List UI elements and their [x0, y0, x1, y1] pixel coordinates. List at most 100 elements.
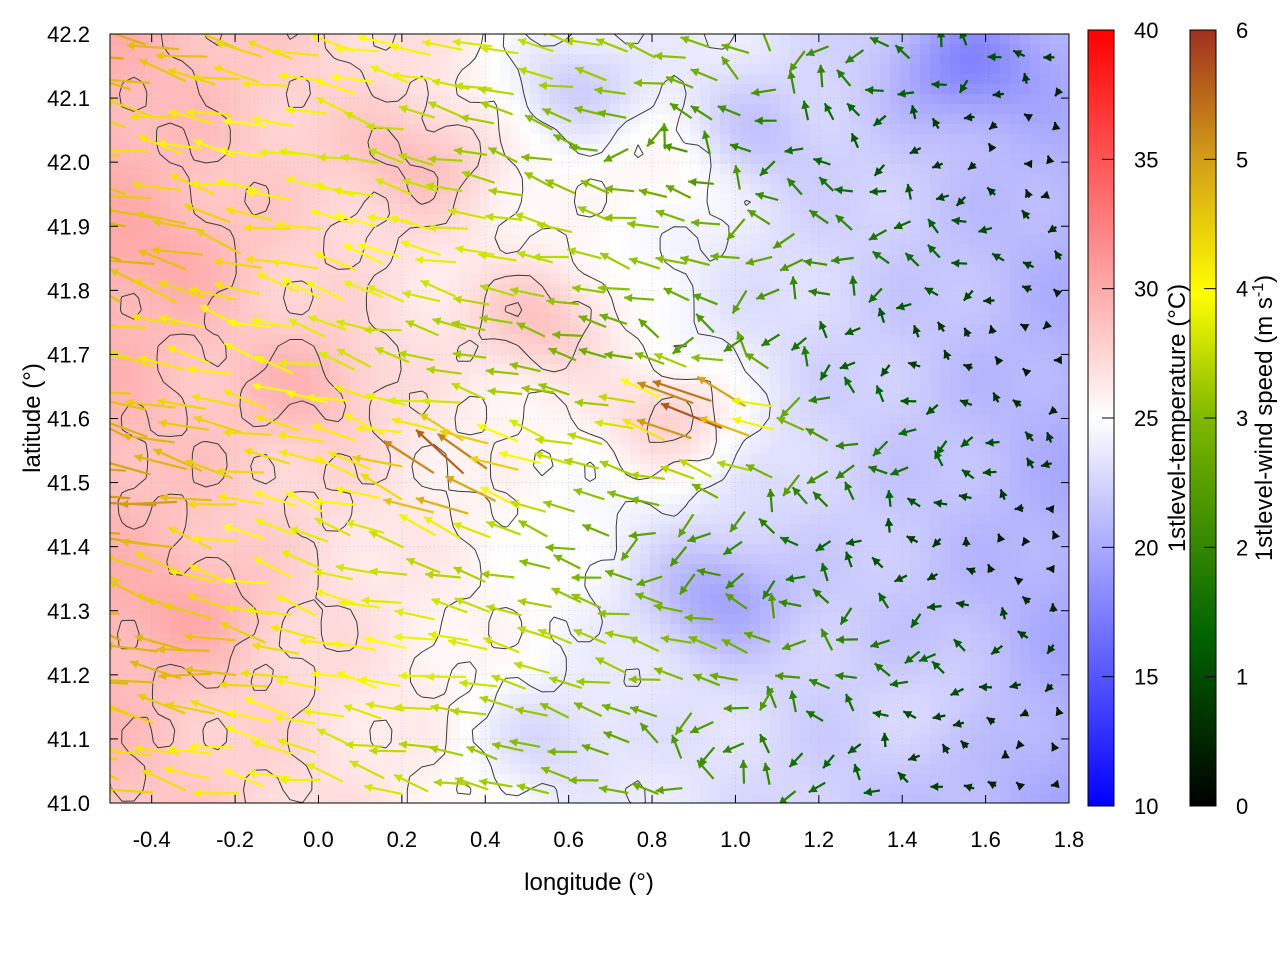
heatmap-cell: [640, 264, 651, 275]
heatmap-cell: [680, 524, 691, 535]
heatmap-cell: [540, 664, 551, 675]
heatmap-cell: [570, 674, 581, 685]
heatmap-cell: [160, 384, 171, 395]
heatmap-cell: [360, 514, 371, 525]
heatmap-cell: [540, 434, 551, 445]
heatmap-cell: [580, 414, 591, 425]
heatmap-cell: [500, 794, 511, 803]
heatmap-cell: [350, 304, 361, 315]
heatmap-cell: [460, 214, 471, 225]
heatmap-cell: [160, 544, 171, 555]
heatmap-cell: [150, 144, 161, 155]
heatmap-cell: [550, 764, 561, 775]
heatmap-cell: [460, 124, 471, 135]
heatmap-cell: [690, 74, 701, 85]
heatmap-cell: [260, 384, 271, 395]
heatmap-cell: [290, 434, 301, 445]
heatmap-cell: [590, 194, 601, 205]
heatmap-cell: [270, 474, 281, 485]
heatmap-cell: [570, 294, 581, 305]
heatmap-cell: [360, 774, 371, 785]
heatmap-cell: [560, 524, 571, 535]
heatmap-cell: [510, 444, 521, 455]
heatmap-cell: [360, 264, 371, 275]
heatmap-cell: [740, 634, 751, 645]
heatmap-cell: [570, 64, 581, 75]
heatmap-cell: [310, 474, 321, 485]
heatmap-cell: [530, 744, 541, 755]
heatmap-cell: [600, 594, 611, 605]
heatmap-cell: [160, 574, 171, 585]
heatmap-cell: [700, 444, 711, 455]
heatmap-cell: [600, 34, 611, 45]
heatmap-cell: [620, 424, 631, 435]
heatmap-cell: [520, 714, 531, 725]
heatmap-cell: [700, 184, 711, 195]
heatmap-cell: [670, 134, 681, 145]
heatmap-cell: [310, 294, 321, 305]
heatmap-cell: [300, 304, 311, 315]
heatmap-cell: [210, 194, 221, 205]
heatmap-cell: [170, 504, 181, 515]
heatmap-cell: [630, 554, 641, 565]
heatmap-cell: [600, 364, 611, 375]
heatmap-cell: [680, 724, 691, 735]
heatmap-cell: [700, 234, 711, 245]
heatmap-cell: [420, 84, 431, 95]
heatmap-cell: [390, 514, 401, 525]
heatmap-cell: [240, 714, 251, 725]
heatmap-cell: [630, 234, 641, 245]
heatmap-cell: [320, 554, 331, 565]
heatmap-cell: [750, 564, 761, 575]
heatmap-cell: [250, 584, 261, 595]
heatmap-cell: [640, 364, 651, 375]
heatmap-cell: [400, 464, 411, 475]
heatmap-cell: [720, 734, 731, 745]
heatmap-cell: [330, 84, 341, 95]
heatmap-cell: [350, 104, 361, 115]
heatmap-cell: [310, 724, 321, 735]
heatmap-cell: [200, 654, 211, 665]
heatmap-cell: [480, 144, 491, 155]
heatmap-cell: [120, 514, 131, 525]
heatmap-cell: [580, 234, 591, 245]
heatmap-cell: [300, 54, 311, 65]
heatmap-cell: [580, 114, 591, 125]
heatmap-cell: [710, 454, 721, 465]
heatmap-cell: [290, 764, 301, 775]
heatmap-cell: [460, 524, 471, 535]
heatmap-cell: [360, 124, 371, 135]
heatmap-cell: [180, 124, 191, 135]
heatmap-cell: [720, 574, 731, 585]
heatmap-cell: [330, 654, 341, 665]
heatmap-cell: [690, 734, 701, 745]
heatmap-cell: [370, 494, 381, 505]
heatmap-cell: [380, 204, 391, 215]
heatmap-cell: [710, 84, 721, 95]
heatmap-cell: [540, 524, 551, 535]
heatmap-cell: [360, 144, 371, 155]
heatmap-cell: [630, 464, 641, 475]
heatmap-cell: [610, 144, 621, 155]
heatmap-cell: [150, 364, 161, 375]
heatmap-cell: [660, 674, 671, 685]
heatmap-cell: [650, 634, 661, 645]
heatmap-cell: [200, 64, 211, 75]
heatmap-cell: [380, 744, 391, 755]
heatmap-cell: [710, 694, 721, 705]
heatmap-cell: [120, 124, 131, 135]
heatmap-cell: [500, 284, 511, 295]
heatmap-cell: [540, 54, 551, 65]
heatmap-cell: [380, 414, 391, 425]
heatmap-cell: [410, 764, 421, 775]
heatmap-cell: [370, 594, 381, 605]
heatmap-cell: [150, 784, 161, 795]
heatmap-cell: [110, 764, 121, 775]
heatmap-cell: [720, 384, 731, 395]
heatmap-cell: [470, 694, 481, 705]
heatmap-cell: [650, 44, 661, 55]
heatmap-cell: [420, 724, 431, 735]
heatmap-cell: [330, 594, 341, 605]
heatmap-cell: [430, 84, 441, 95]
heatmap-cell: [110, 284, 121, 295]
